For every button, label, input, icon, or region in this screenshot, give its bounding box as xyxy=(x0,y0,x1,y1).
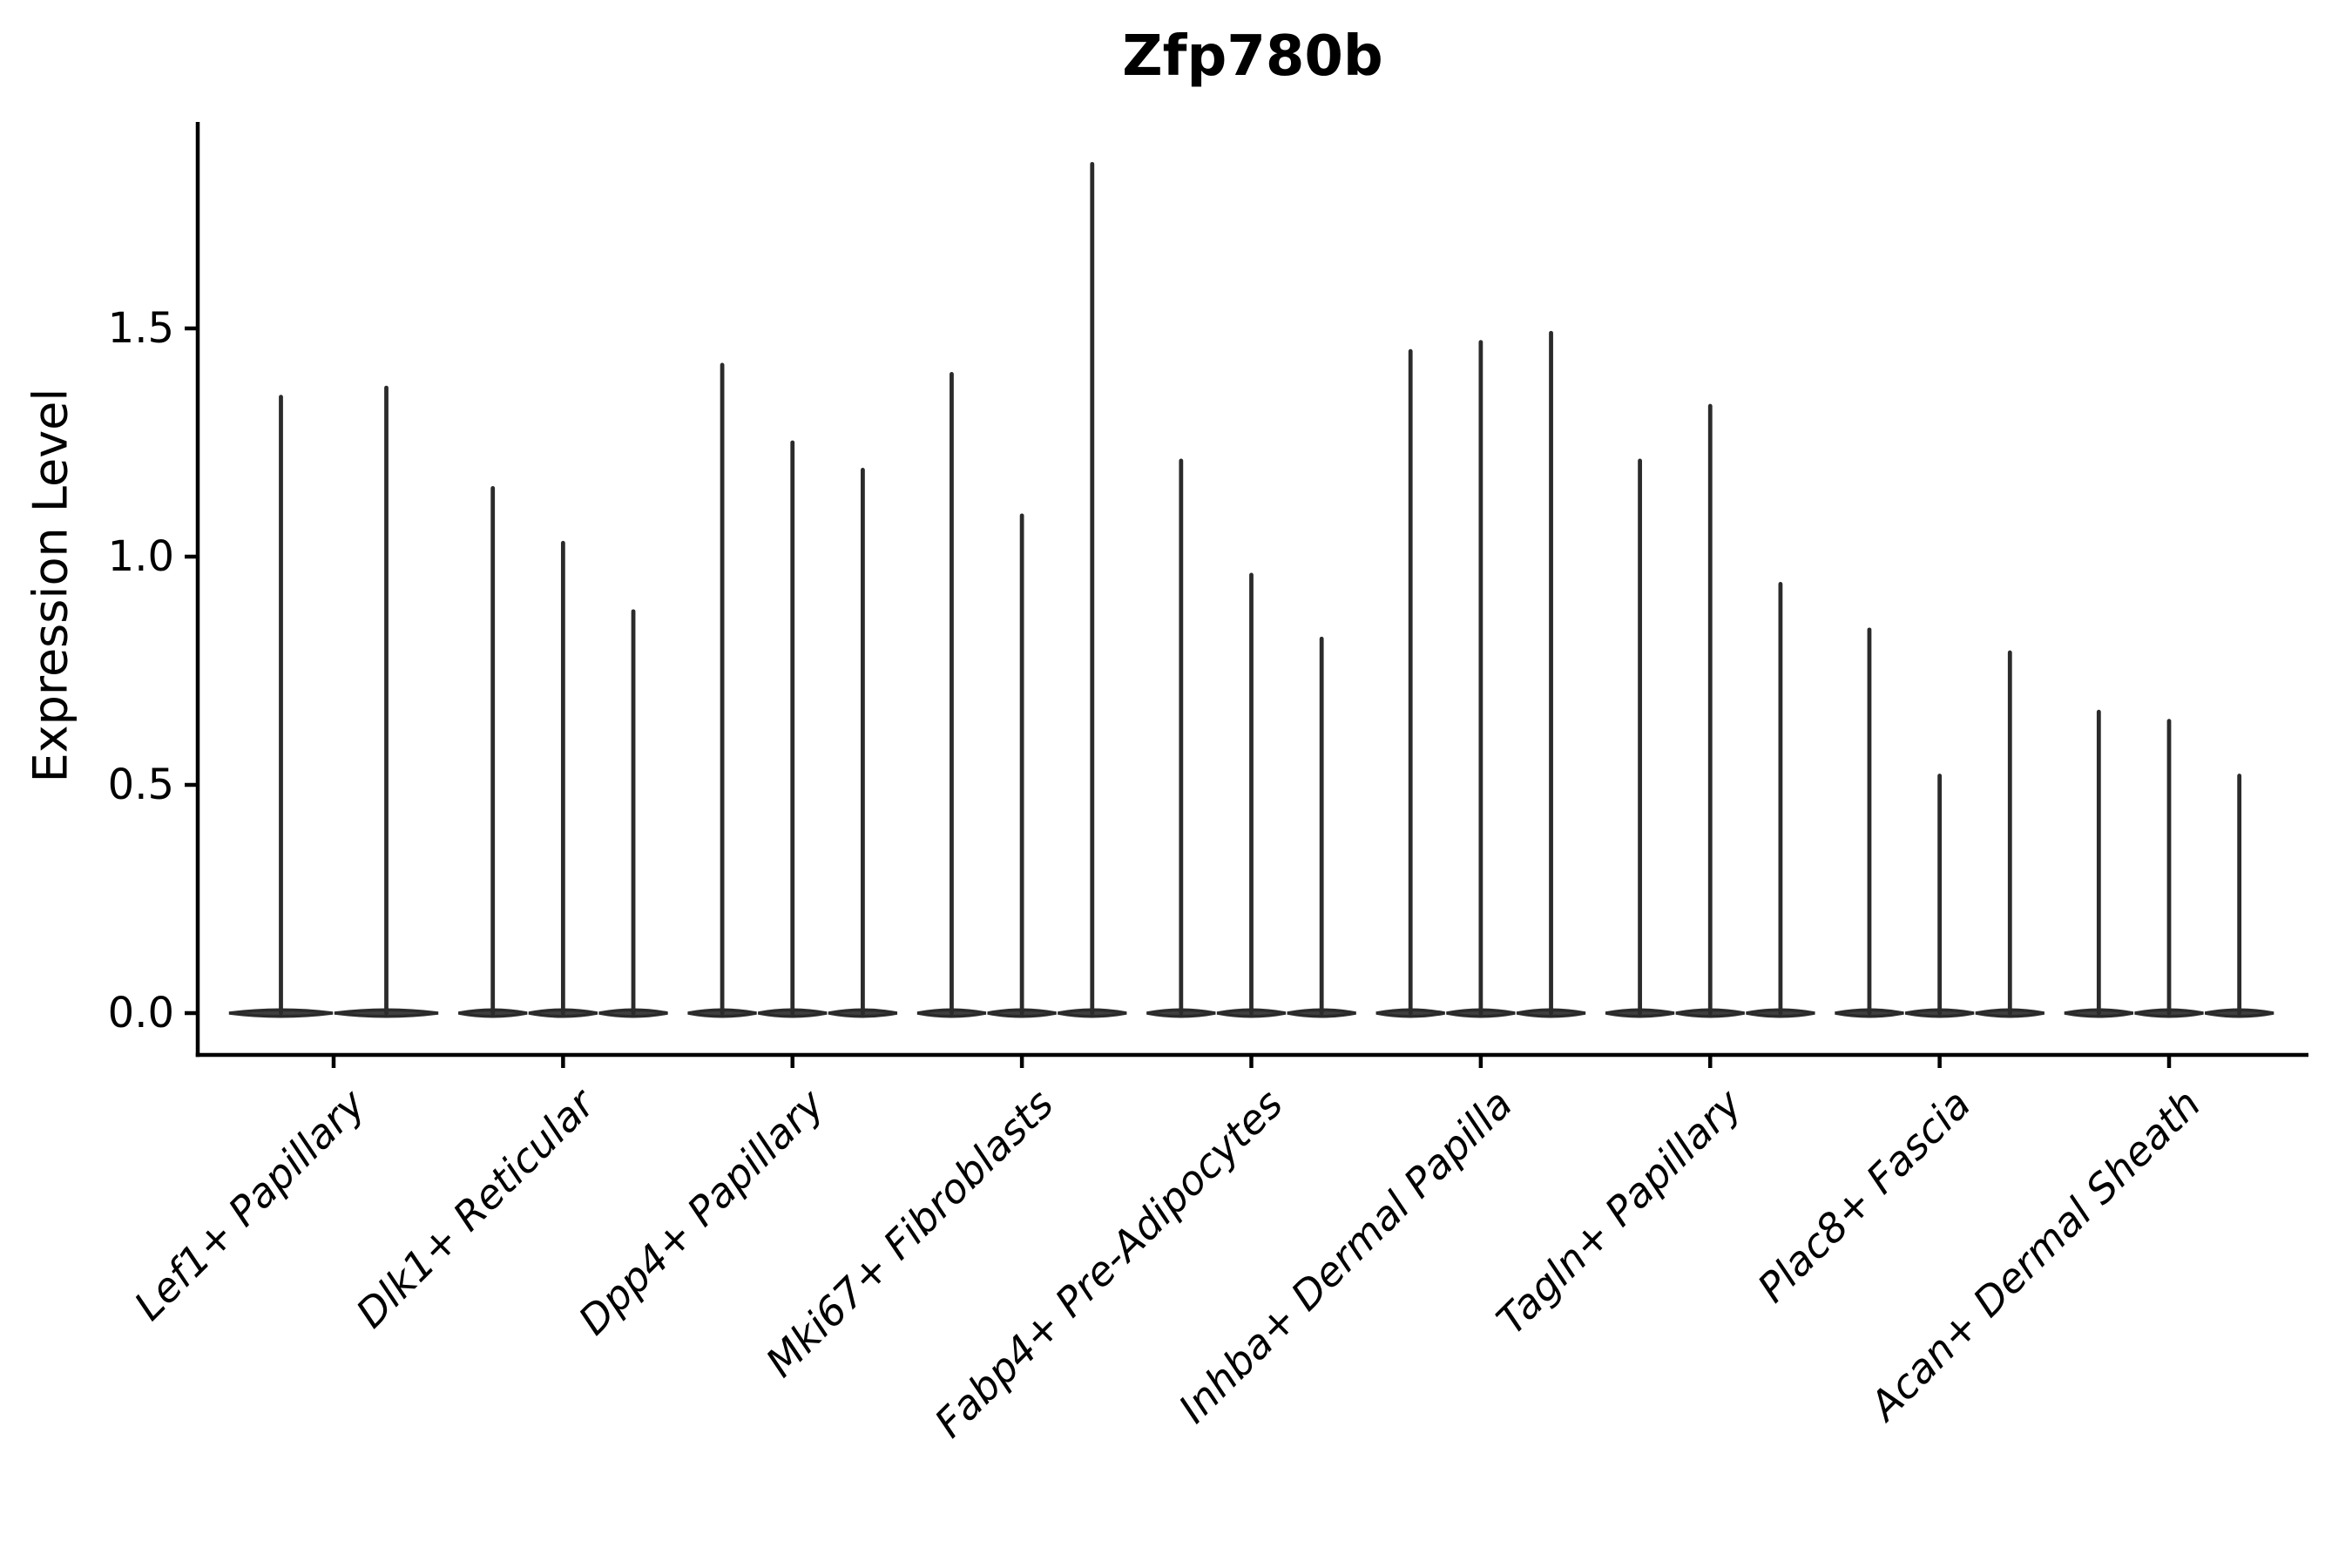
chart-title: Zfp780b xyxy=(1122,24,1383,89)
y-tick-label: 1.0 xyxy=(107,532,174,581)
y-tick-label: 0.0 xyxy=(107,989,174,1037)
y-tick-label: 1.5 xyxy=(107,304,174,353)
y-tick-label: 0.5 xyxy=(107,760,174,809)
